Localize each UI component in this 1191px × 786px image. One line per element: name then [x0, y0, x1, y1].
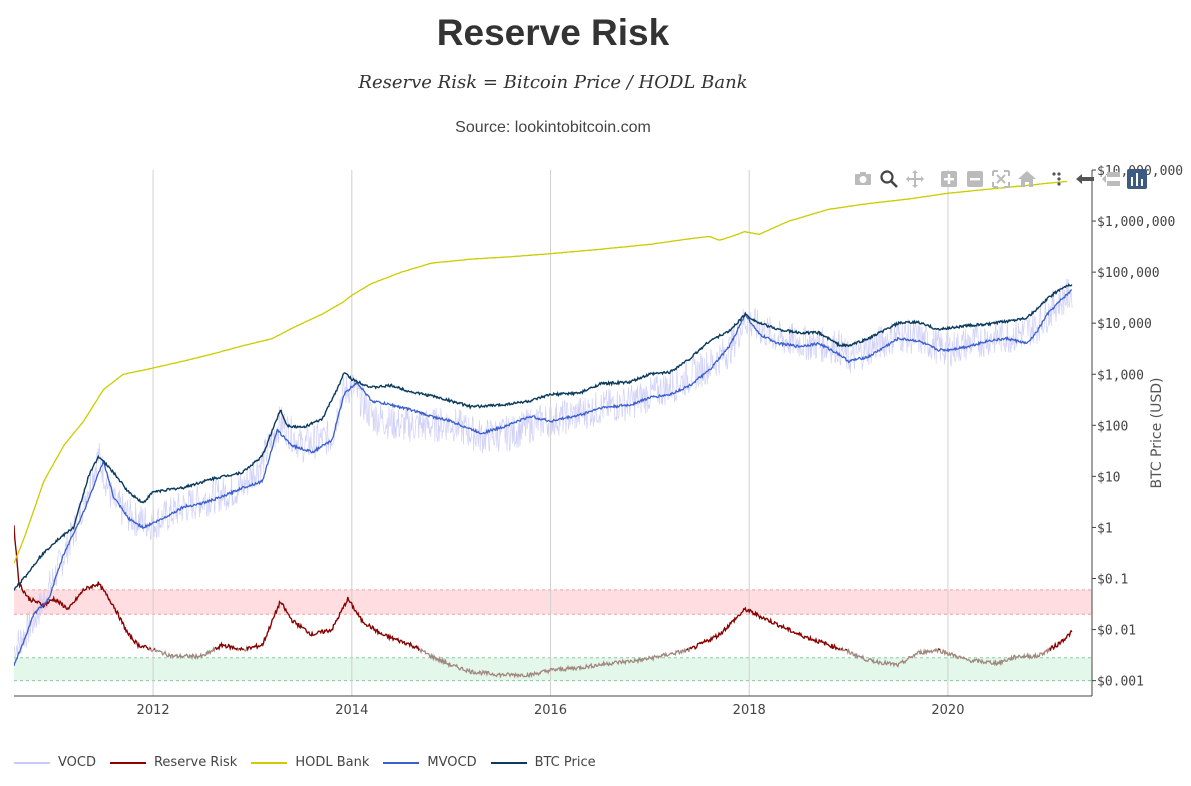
y-tick-label: $100: [1097, 419, 1128, 434]
series-reserve-risk-line: [238, 646, 245, 652]
y-tick-label: $100,000: [1097, 266, 1160, 281]
series-reserve-risk-line: [246, 596, 420, 652]
x-tick-label-2020: 2020: [931, 703, 964, 718]
legend-swatch: [383, 761, 420, 764]
y-tick-label: $1: [1097, 521, 1113, 536]
hover-closest-icon[interactable]: [1074, 168, 1096, 190]
y-axis-title: BTC Price (USD): [1149, 377, 1165, 488]
zoom-icon[interactable]: [878, 168, 900, 190]
y-tick-label: $10,000: [1097, 317, 1152, 332]
series-reserve-risk-line: [689, 606, 841, 651]
zoom-in-icon[interactable]: [938, 168, 960, 190]
series-vocd-line: [14, 278, 1073, 662]
legend-label: BTC Price: [534, 755, 596, 770]
series-mvocd-line: [14, 289, 1072, 667]
chart-title: Reserve Risk: [436, 12, 670, 53]
legend-swatch: [109, 761, 146, 764]
x-tick-label-2012: 2012: [137, 703, 170, 718]
x-tick-label-2018: 2018: [733, 703, 766, 718]
legend-swatch: [14, 761, 50, 764]
legend-label: HODL Bank: [295, 755, 370, 770]
zoom-out-icon[interactable]: [964, 168, 986, 190]
autoscale-icon[interactable]: [990, 168, 1012, 190]
camera-icon[interactable]: [852, 168, 874, 190]
series-reserve-risk-line: [149, 647, 152, 650]
legend-item-vocd[interactable]: VOCD: [14, 755, 96, 770]
x-tick-label-2016: 2016: [534, 703, 567, 718]
legend-item-hodl-bank[interactable]: HODL Bank: [251, 755, 369, 770]
spike-lines-icon[interactable]: [1048, 168, 1070, 190]
series-reserve-risk-line: [1049, 629, 1073, 652]
y-tick-label: $10: [1097, 470, 1120, 485]
series-reserve-risk-line: [153, 648, 156, 650]
series-reserve-risk-line: [686, 648, 689, 651]
home-icon[interactable]: [1016, 168, 1038, 190]
y-tick-label: $1,000: [1097, 368, 1144, 383]
legend-swatch: [251, 761, 288, 764]
series-reserve-risk-line: [14, 525, 149, 651]
series-btc-price-line: [14, 283, 1073, 591]
legend-label: VOCD: [58, 755, 96, 770]
high-risk-band: [14, 589, 1092, 615]
legend: VOCD Reserve Risk HODL Bank MVOCD BTC Price: [14, 755, 610, 770]
legend-item-mvocd[interactable]: MVOCD: [383, 755, 477, 770]
pan-icon[interactable]: [904, 168, 926, 190]
y-tick-label: $1,000,000: [1097, 215, 1175, 230]
plotly-logo-icon[interactable]: [1126, 168, 1148, 190]
x-tick-label-2014: 2014: [335, 703, 368, 718]
modebar-toolbar: [852, 168, 1148, 190]
plot-series-group: [14, 180, 1073, 679]
legend-item-btc-price[interactable]: BTC Price: [490, 755, 596, 770]
series-reserve-risk-line: [840, 647, 843, 651]
series-reserve-risk-line: [937, 648, 941, 651]
legend-label: MVOCD: [427, 755, 477, 770]
chart-area[interactable]: 20122014201620182020$10,000,000$1,000,00…: [0, 0, 1191, 745]
y-tick-label: $0.1: [1097, 573, 1128, 588]
legend-swatch: [490, 761, 527, 764]
series-reserve-risk-line: [214, 641, 238, 651]
source-credit: Source: lookintobitcoin.com: [455, 119, 651, 136]
hover-compare-icon[interactable]: [1100, 168, 1122, 190]
y-tick-label: $0.001: [1097, 675, 1144, 690]
chart-subtitle-formula: Reserve Risk = Bitcoin Price / HODL Bank: [358, 72, 748, 93]
y-tick-label: $0.01: [1097, 624, 1136, 639]
legend-item-reserve-risk[interactable]: Reserve Risk: [109, 755, 238, 770]
legend-label: Reserve Risk: [153, 755, 238, 770]
series-reserve-risk-base-line: [14, 525, 1073, 679]
series-hodl-bank-line: [14, 180, 1068, 564]
